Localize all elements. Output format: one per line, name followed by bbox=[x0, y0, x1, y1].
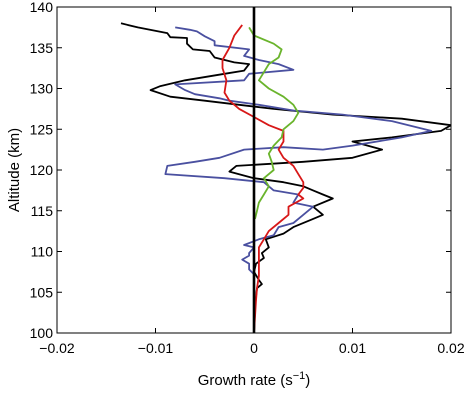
y-tick-label: 105 bbox=[30, 284, 54, 300]
x-axis-label-text: Growth rate (s bbox=[198, 372, 293, 389]
y-tick-label: 115 bbox=[31, 203, 54, 219]
x-axis-label-close: ) bbox=[305, 372, 310, 389]
series-layer bbox=[120, 22, 451, 333]
y-axis-label: Altitude (km) bbox=[6, 128, 23, 212]
series-line-2 bbox=[164, 26, 433, 333]
y-tick-label: 130 bbox=[30, 81, 54, 97]
y-tick-label: 135 bbox=[30, 40, 54, 56]
y-tick-label: 120 bbox=[30, 162, 54, 178]
x-axis-label: Growth rate (s−1) bbox=[198, 370, 311, 389]
x-tick-label: −0.01 bbox=[138, 340, 174, 356]
x-tick-label: −0.02 bbox=[39, 340, 75, 356]
x-tick-label: 0 bbox=[250, 340, 258, 356]
series-line-3 bbox=[221, 24, 305, 333]
x-tick-label: 0.02 bbox=[437, 340, 464, 356]
tick-labels-layer: −0.02 −0.01 0 0.01 0.02 100 105 110 115 120 125 130… bbox=[30, 0, 465, 356]
ticks-layer bbox=[56, 6, 452, 334]
y-tick-label: 140 bbox=[30, 0, 54, 15]
x-axis-label-superscript: −1 bbox=[293, 370, 306, 382]
series-line-1 bbox=[120, 22, 451, 333]
series-line-4 bbox=[248, 26, 300, 220]
y-tick-label: 110 bbox=[31, 244, 54, 260]
y-tick-label: 100 bbox=[30, 325, 54, 341]
x-tick-label: 0.01 bbox=[339, 340, 366, 356]
y-tick-label: 125 bbox=[30, 121, 54, 137]
